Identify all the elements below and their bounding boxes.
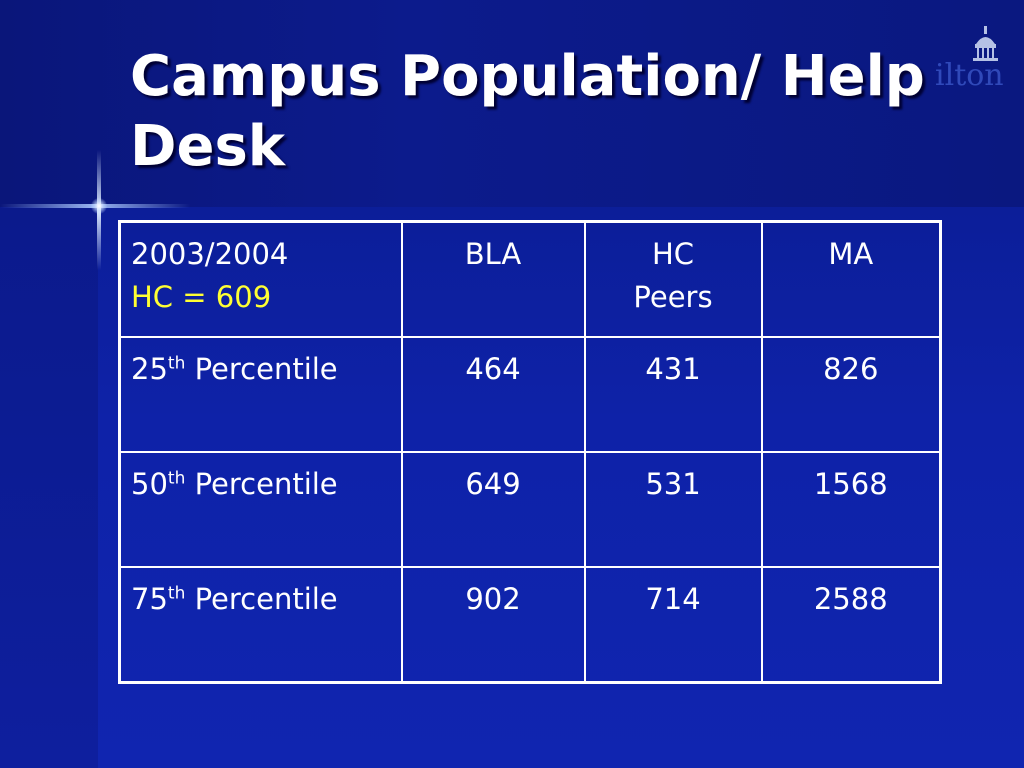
percentile-label: Percentile bbox=[185, 352, 338, 386]
cell-bla: 902 bbox=[400, 565, 586, 684]
year-label: 2003/2004 bbox=[131, 237, 289, 271]
percentile-label: Percentile bbox=[185, 581, 338, 616]
cell-bla: 464 bbox=[400, 336, 586, 453]
data-table: 2003/2004 HC = 609 BLA HC Peers MA 25th … bbox=[118, 220, 942, 684]
column-header-bla: BLA bbox=[400, 220, 586, 338]
column-header-hc-peers: HC Peers bbox=[583, 220, 763, 338]
header-year-cell: 2003/2004 HC = 609 bbox=[118, 220, 403, 338]
table-row: 25th Percentile 464 431 826 bbox=[118, 336, 942, 453]
title-band bbox=[0, 0, 1024, 207]
cell-bla: 649 bbox=[400, 450, 586, 568]
table-header-row: 2003/2004 HC = 609 BLA HC Peers MA bbox=[118, 220, 942, 338]
table-row: 50th Percentile 649 531 1568 bbox=[118, 450, 942, 568]
row-label-cell: 25th Percentile bbox=[118, 336, 403, 453]
cell-ma: 1568 bbox=[760, 450, 942, 568]
ordinal-suffix: th bbox=[167, 583, 186, 604]
ordinal-suffix: th bbox=[167, 353, 186, 374]
cell-hc-peers: 431 bbox=[583, 336, 763, 453]
percentile-label: Percentile bbox=[185, 466, 338, 501]
cell-hc-peers: 714 bbox=[583, 565, 763, 684]
cell-ma: 2588 bbox=[760, 565, 942, 684]
slide-title: Campus Population/ Help Desk bbox=[130, 44, 925, 179]
ordinal-number: 25 bbox=[131, 352, 168, 386]
left-band bbox=[0, 207, 98, 768]
cell-ma: 826 bbox=[760, 336, 942, 453]
building-dome-icon bbox=[973, 26, 998, 61]
row-label-cell: 50th Percentile bbox=[118, 450, 403, 568]
row-label-cell: 75th Percentile bbox=[118, 565, 403, 684]
logo-text: ilton bbox=[935, 58, 1004, 93]
column-header-ma: MA bbox=[760, 220, 942, 338]
ordinal-number: 75 bbox=[131, 581, 168, 616]
hc-count-label: HC = 609 bbox=[131, 280, 272, 314]
ordinal-number: 50 bbox=[131, 466, 168, 501]
ordinal-suffix: th bbox=[167, 468, 186, 489]
hc-peers-line1: HC bbox=[651, 237, 695, 271]
hc-peers-line2: Peers bbox=[633, 280, 713, 314]
sparkle-core bbox=[91, 198, 107, 214]
cell-hc-peers: 531 bbox=[583, 450, 763, 568]
table-row: 75th Percentile 902 714 2588 bbox=[118, 565, 942, 684]
